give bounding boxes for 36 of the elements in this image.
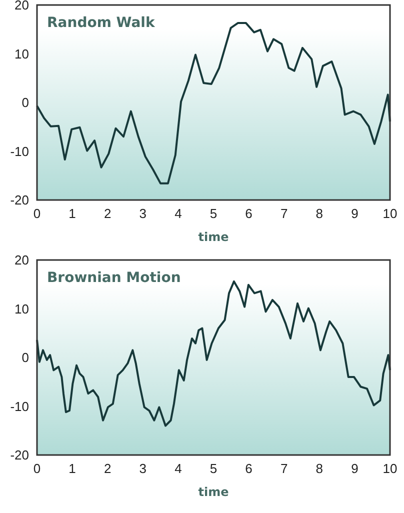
x-tick-label: 10 xyxy=(382,461,398,476)
x-tick-label: 7 xyxy=(280,461,288,476)
x-tick-label: 8 xyxy=(316,461,324,476)
y-tick-label: -20 xyxy=(10,192,29,208)
x-tick-label: 5 xyxy=(210,461,218,476)
x-tick-label: 0 xyxy=(33,461,41,476)
y-tick-label: -20 xyxy=(10,448,29,463)
x-tick-label: 4 xyxy=(174,461,182,476)
text: Random Walk xyxy=(47,15,156,31)
y-tick-label: 10 xyxy=(14,301,29,316)
x-tick-label: 0 xyxy=(33,206,41,221)
y-tick-label: 10 xyxy=(14,46,29,62)
text: Brownian Motion xyxy=(47,270,181,286)
x-tick-label: 3 xyxy=(139,206,147,221)
x-tick-label: 7 xyxy=(280,206,288,221)
x-tick-label: 1 xyxy=(68,206,76,221)
x-tick-label: 5 xyxy=(210,206,218,221)
x-tick-label: 9 xyxy=(351,461,358,476)
x-axis-title: time xyxy=(198,230,229,244)
y-tick-label: 20 xyxy=(14,0,29,13)
x-tick-label: 3 xyxy=(139,461,147,476)
x-tick-label: 2 xyxy=(104,461,112,476)
y-tick-label: 0 xyxy=(22,350,29,366)
x-tick-label: 4 xyxy=(174,206,182,221)
x-axis-title: time xyxy=(198,485,229,499)
x-tick-label: 1 xyxy=(68,461,76,476)
x-tick-label: 10 xyxy=(382,206,398,221)
y-tick-label: -10 xyxy=(10,398,29,414)
x-tick-label: 8 xyxy=(316,206,324,221)
y-tick-label: 20 xyxy=(14,252,29,268)
y-tick-label: 0 xyxy=(22,95,29,110)
x-tick-label: 9 xyxy=(351,206,358,221)
x-tick-label: 6 xyxy=(245,461,252,476)
y-tick-label: -10 xyxy=(10,144,29,159)
x-tick-label: 2 xyxy=(104,206,112,221)
x-tick-label: 6 xyxy=(245,206,252,221)
